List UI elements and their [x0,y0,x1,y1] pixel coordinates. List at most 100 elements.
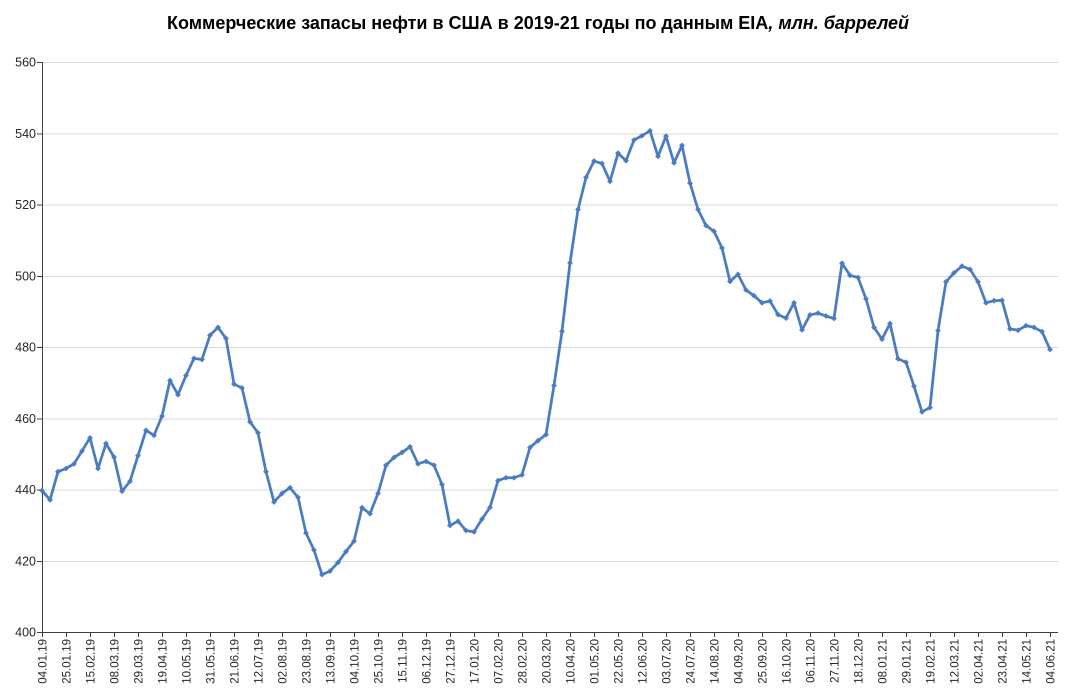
data-point-marker [407,443,413,450]
data-point-marker [943,278,949,285]
data-point-marker [279,490,285,497]
data-point-marker [111,454,117,460]
data-point-marker [263,468,269,475]
data-point-marker [711,228,717,235]
data-point-marker [487,504,493,511]
data-point-marker [271,499,277,505]
x-axis-label: 19.02.21 [926,639,938,684]
data-point-marker [383,462,389,469]
x-axis-label: 04.01.19 [38,639,50,684]
data-point-marker [207,332,213,339]
data-point-marker [511,474,517,481]
data-point-marker [39,487,45,494]
data-point-marker [1039,328,1045,335]
data-point-marker [535,437,541,444]
data-point-marker [903,359,909,366]
data-point-marker [967,266,973,273]
data-point-marker [143,427,149,434]
data-point-marker [311,547,317,553]
y-axis-label: 440 [15,483,36,497]
y-axis-label: 520 [15,198,36,212]
data-point-marker [527,444,533,451]
x-axis-label: 08.01.21 [878,639,890,684]
data-point-marker [663,133,669,139]
data-point-marker [199,356,205,363]
data-point-marker [183,372,189,379]
data-point-marker [959,263,965,270]
x-axis-label: 14.05.21 [1022,639,1034,684]
data-point-marker [631,137,637,143]
data-point-marker [455,518,461,525]
data-point-marker [575,206,581,213]
gridlines [42,62,1058,633]
data-point-marker [935,327,941,334]
data-markers [39,127,1053,578]
chart-title-units: , млн. баррелей [768,13,910,33]
y-axis-label: 540 [15,127,36,141]
data-point-marker [471,528,477,535]
data-point-marker [191,355,197,362]
data-point-marker [399,449,405,456]
data-point-marker [807,312,813,318]
data-point-marker [919,408,925,415]
x-axis-label: 02.04.21 [974,639,986,684]
data-point-marker [615,150,621,157]
x-axis-label: 23.08.19 [302,639,314,684]
x-axis-label: 07.02.20 [494,639,506,684]
y-axis-labels: 400 420 440 460 480 500 520 540 560 [15,56,36,640]
y-axis-label: 420 [15,554,36,568]
x-axis-label: 10.05.19 [182,639,194,684]
data-point-marker [151,432,157,439]
data-point-marker [327,568,333,574]
data-point-marker [687,180,693,187]
x-axis-label: 27.12.19 [446,639,458,684]
x-axis-label: 27.11.20 [830,639,842,683]
x-axis-label: 29.03.19 [134,639,146,684]
data-point-marker [223,335,229,342]
data-point-marker [759,299,765,306]
x-axis-label: 15.02.19 [86,639,98,684]
data-point-marker [247,418,253,425]
x-axis-label: 19.04.19 [158,639,170,684]
data-point-marker [135,452,141,459]
data-point-marker [503,474,509,481]
data-point-marker [735,271,741,278]
x-axis-label: 23.04.21 [998,639,1010,684]
data-point-marker [591,158,597,164]
data-point-marker [703,222,709,229]
data-point-marker [999,297,1005,304]
data-point-marker [87,434,93,441]
data-point-marker [927,404,933,411]
data-point-marker [79,448,85,454]
x-axis-label: 29.01.21 [902,639,914,684]
data-point-marker [783,315,789,322]
data-point-marker [239,385,245,391]
data-point-marker [351,538,357,545]
data-point-marker [975,278,981,285]
data-point-marker [567,260,573,266]
x-axis-label: 17.01.20 [470,639,482,684]
y-axis-label: 560 [15,56,36,70]
x-axis-label: 12.03.21 [950,639,962,684]
data-point-marker [343,548,349,555]
data-point-marker [127,478,133,485]
x-axis-label: 04.10.19 [350,639,362,684]
data-point-marker [359,504,365,511]
data-point-marker [303,530,309,536]
data-point-marker [47,496,53,503]
data-point-marker [655,153,661,160]
data-point-marker [911,383,917,390]
x-axis-label: 12.07.19 [254,639,266,684]
x-axis-label: 06.12.19 [422,639,434,684]
x-axis-label: 24.07.20 [686,639,698,684]
data-point-marker [647,127,653,134]
data-point-marker [479,516,485,522]
data-point-marker [431,462,437,469]
x-axis-label: 21.06.19 [230,639,242,684]
data-point-marker [607,178,613,185]
data-point-marker [719,245,725,251]
data-point-marker [447,522,453,529]
x-axis-label: 03.07.20 [662,639,674,684]
axes [37,62,1058,637]
x-axis-label: 14.08.20 [710,639,722,684]
